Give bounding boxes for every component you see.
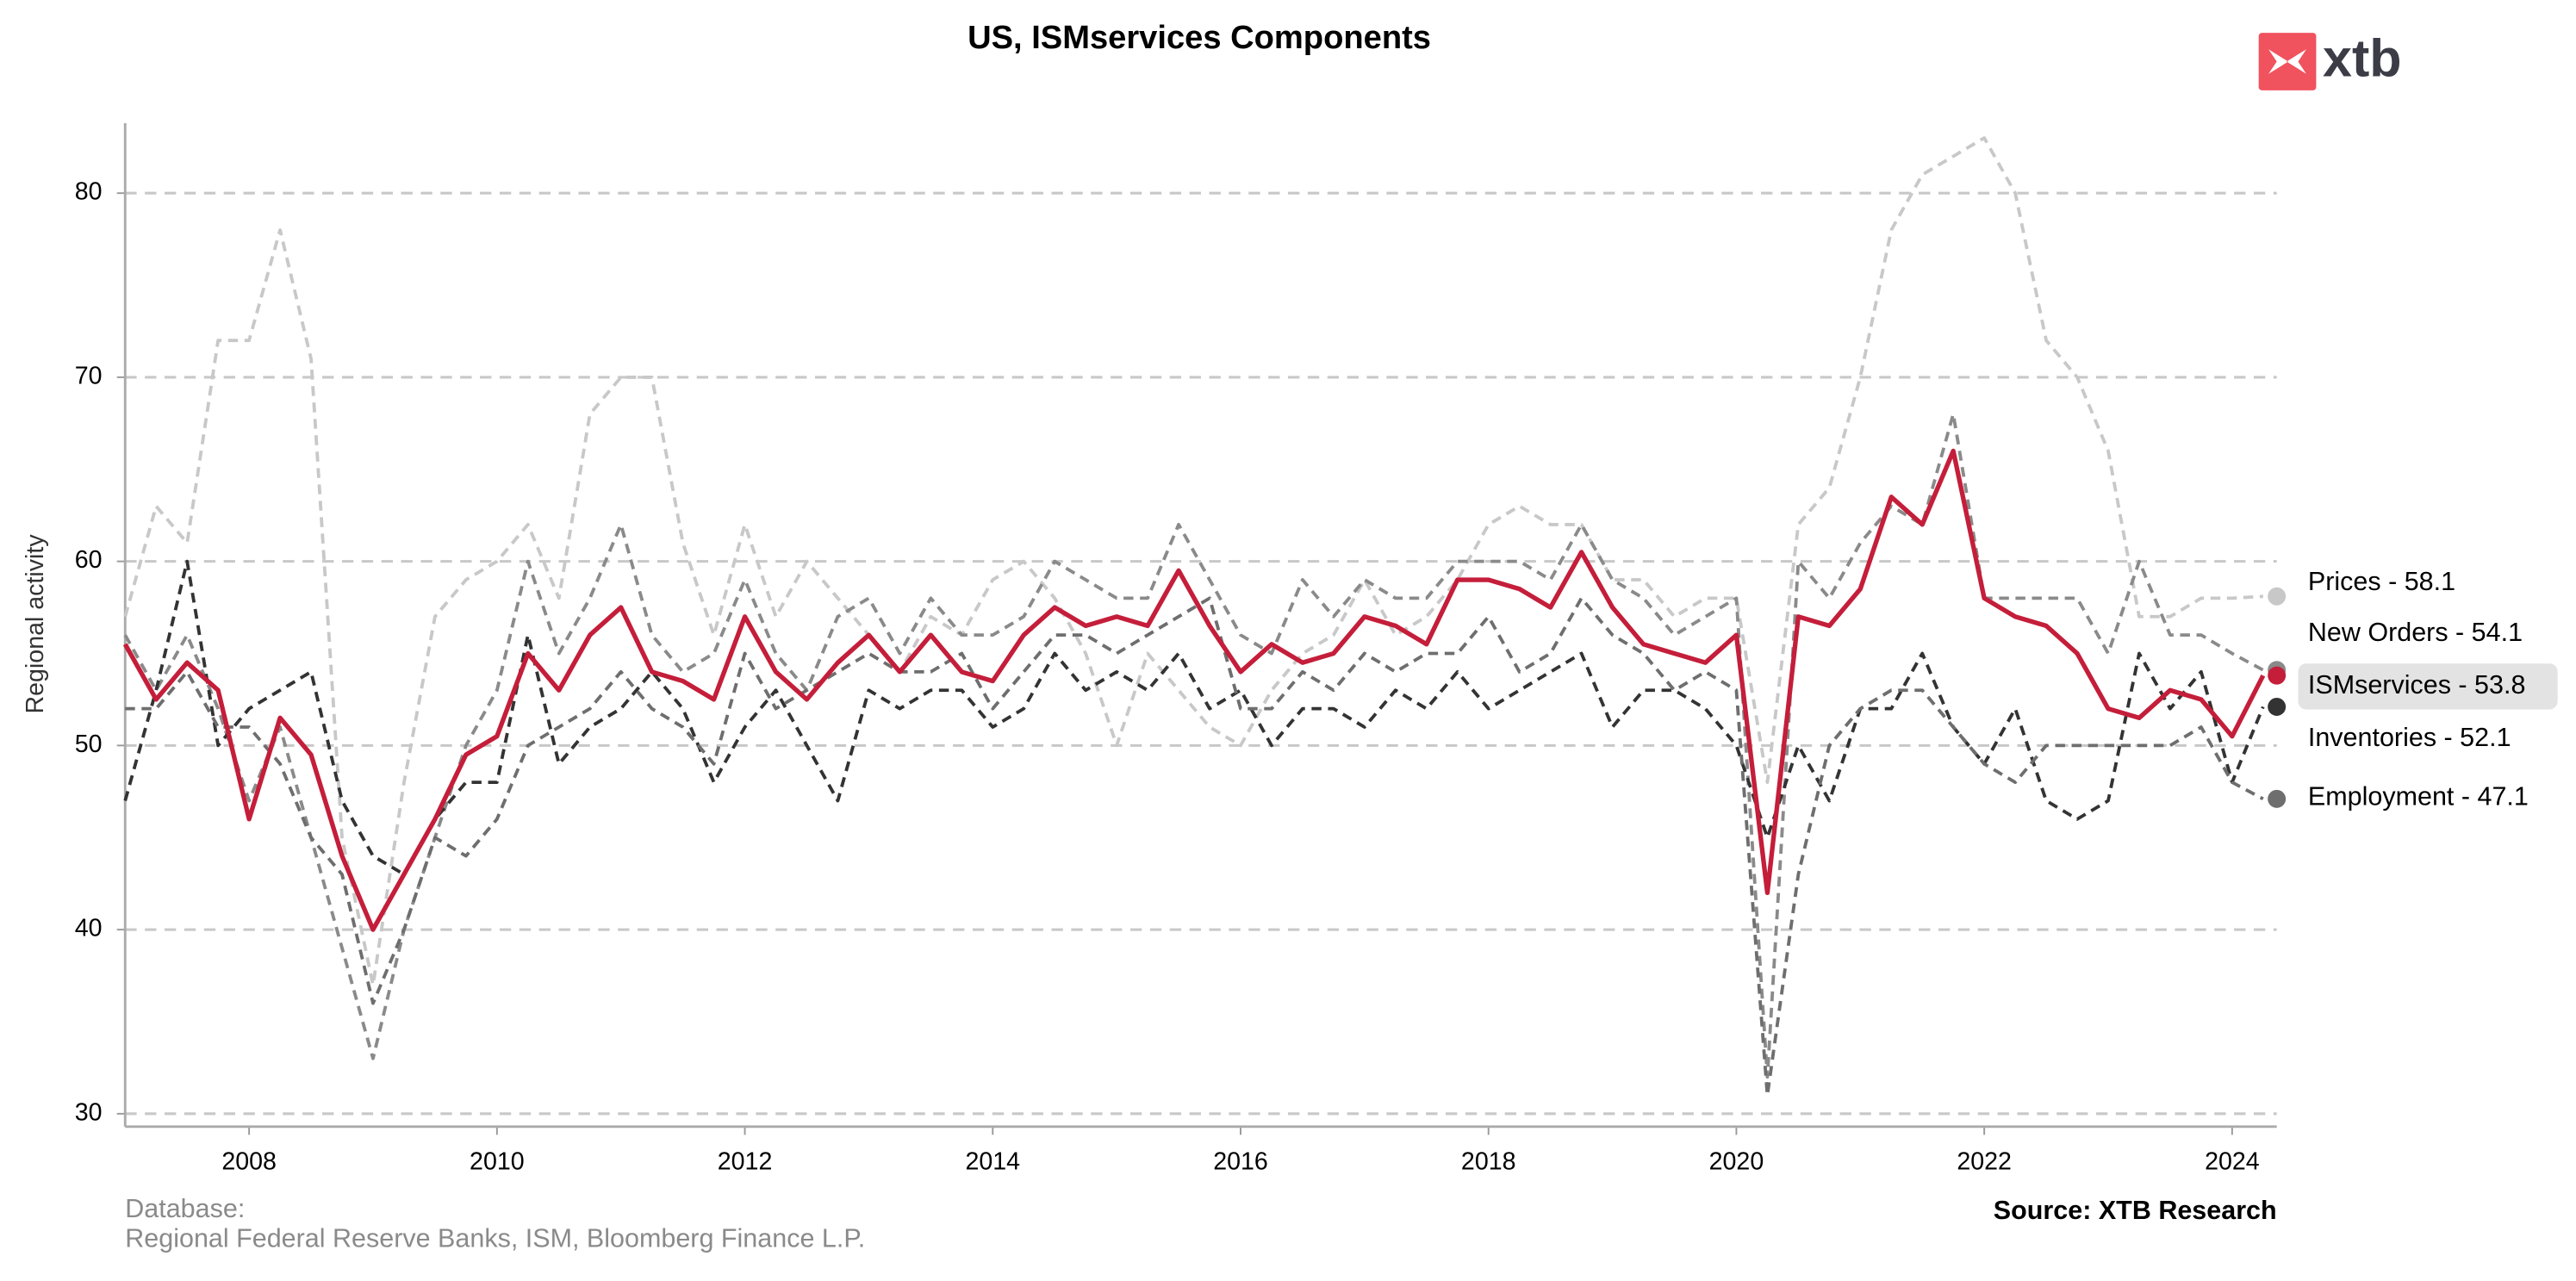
legend-label: Inventories - 52.1 (2308, 723, 2511, 752)
x-tick-label: 2024 (2205, 1147, 2260, 1175)
x-tick-label: 2020 (1709, 1147, 1764, 1175)
y-tick-label: 60 (75, 546, 103, 574)
source: Source: XTB Research (1994, 1196, 2277, 1225)
x-tick-label: 2008 (221, 1147, 277, 1175)
legend-label: ISMservices - 53.8 (2308, 670, 2526, 700)
legend-dot (2268, 698, 2287, 716)
legend-label: Employment - 47.1 (2308, 782, 2529, 812)
series-line (123, 136, 2263, 987)
y-tick-label: 30 (75, 1098, 103, 1126)
y-tick-label: 80 (75, 178, 103, 206)
y-axis-label: Regional activity (22, 534, 49, 714)
series-line (123, 559, 2265, 876)
logo-mark (2258, 33, 2317, 90)
y-tick-label: 50 (75, 731, 103, 758)
series-line (123, 412, 2264, 1079)
footnote: Regional Federal Reserve Banks, ISM, Blo… (125, 1223, 865, 1253)
footnote: Database: (125, 1194, 245, 1223)
logo-text: xtb (2323, 29, 2402, 88)
series-line (125, 596, 2264, 1098)
x-tick-label: 2010 (470, 1147, 525, 1175)
legend-label: New Orders - 54.1 (2308, 618, 2523, 647)
x-tick-label: 2014 (965, 1147, 1020, 1175)
x-tick-label: 2012 (718, 1147, 773, 1175)
y-tick-label: 40 (75, 915, 103, 942)
legend-label: Prices - 58.1 (2308, 567, 2455, 596)
x-tick-label: 2016 (1213, 1147, 1268, 1175)
chart-title: US, ISMservices Components (968, 19, 1431, 56)
y-tick-label: 70 (75, 362, 103, 389)
x-tick-label: 2022 (1957, 1147, 2012, 1175)
legend-dot (2268, 666, 2287, 685)
logo-icon (2268, 49, 2306, 74)
logo: xtb (2258, 29, 2402, 90)
legend-highlight (2298, 663, 2558, 710)
series-line (122, 448, 2266, 932)
legend-dot (2268, 587, 2287, 606)
legend-dot (2268, 789, 2287, 808)
x-tick-label: 2018 (1461, 1147, 1516, 1175)
